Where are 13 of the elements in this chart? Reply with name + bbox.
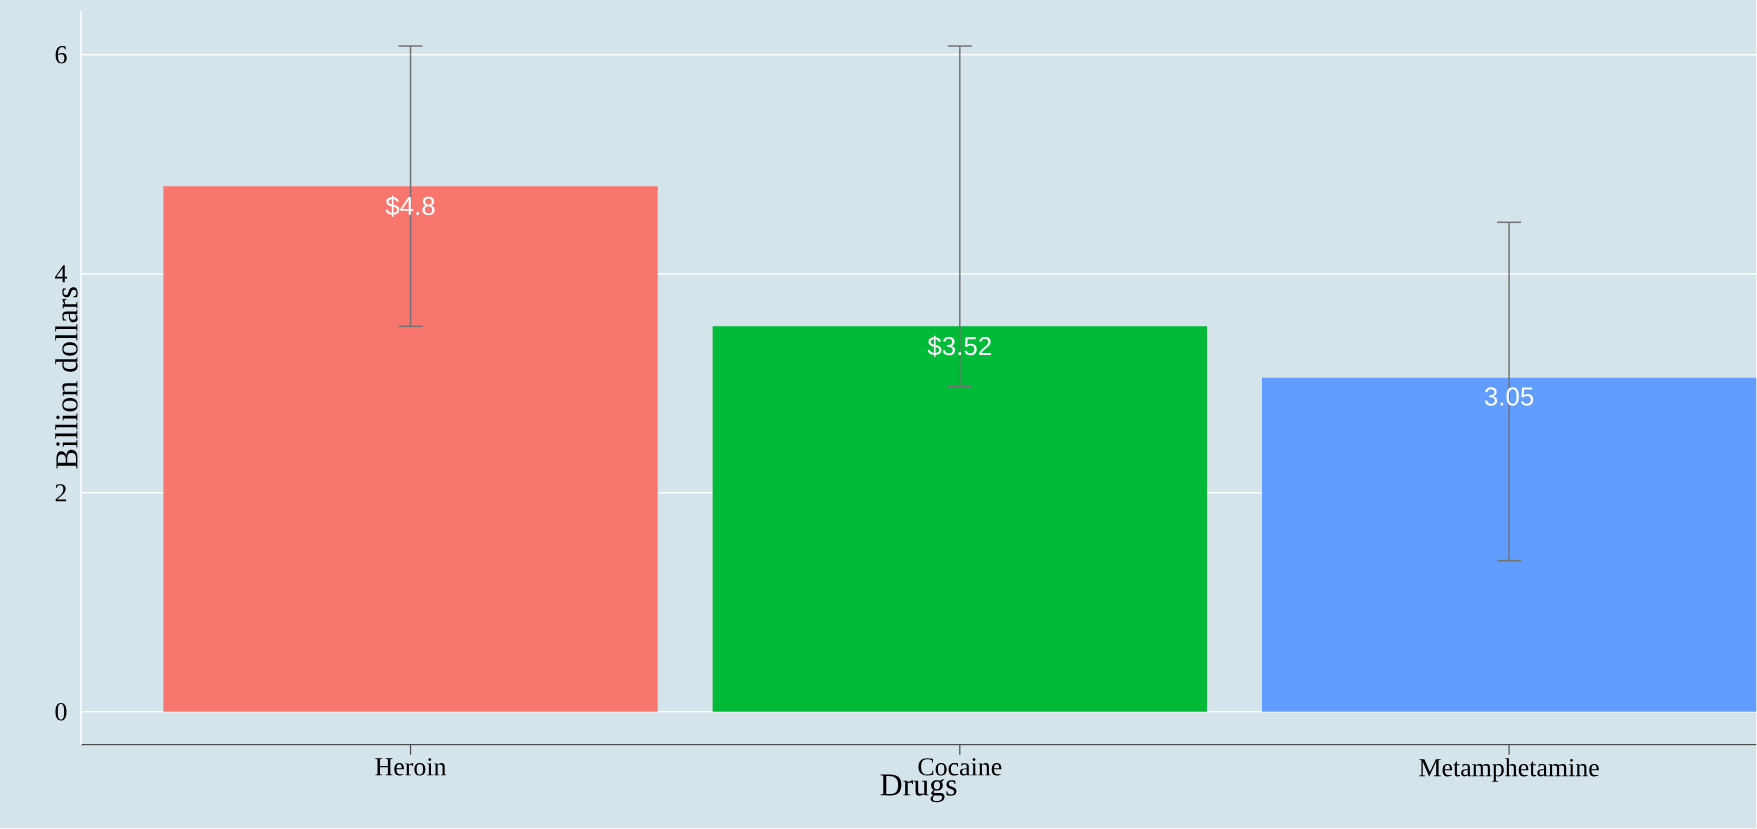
x-tick-label: Heroin [375, 758, 447, 776]
bar [1261, 378, 1757, 712]
y-tick-label: 2 [55, 484, 67, 502]
x-tick-label: Metamphetamine [1419, 758, 1599, 782]
x-tick-label: Cocaine [918, 758, 1002, 776]
y-tick-label: 6 [55, 46, 67, 64]
y-axis-title: Billion dollars [55, 287, 78, 469]
data-label: $3.52 [927, 336, 991, 358]
y-tick-label: 4 [55, 265, 68, 283]
bar [712, 326, 1207, 712]
y-tick-label: 0 [55, 703, 67, 721]
x-axis-title: Drugs [880, 774, 957, 803]
bar [163, 186, 658, 712]
